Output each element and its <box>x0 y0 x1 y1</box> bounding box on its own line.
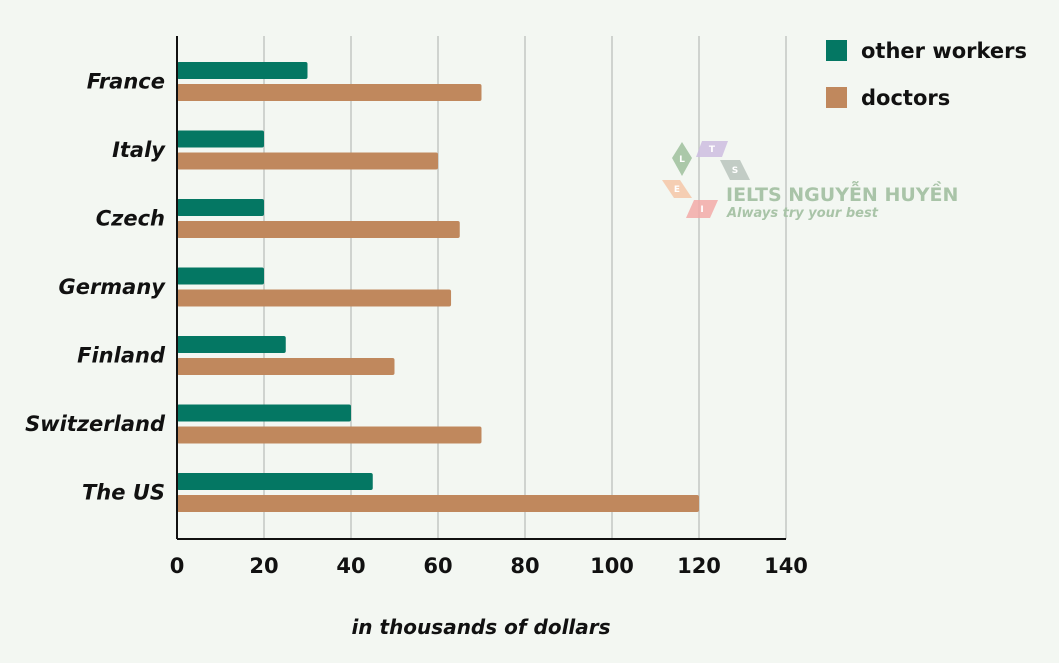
x-tick-label: 140 <box>764 554 808 578</box>
x-tick-label: 120 <box>677 554 721 578</box>
bar-doctors-1 <box>177 152 438 170</box>
category-label: Italy <box>112 138 166 162</box>
x-tick-label: 40 <box>336 554 365 578</box>
axes <box>176 36 786 540</box>
bar-doctors-0 <box>177 84 482 101</box>
bar-doctors-4 <box>177 358 395 375</box>
legend-swatch-1 <box>826 87 847 108</box>
logo-mark: L T S E I <box>662 141 750 218</box>
x-tick-label: 80 <box>510 554 539 578</box>
x-tick-label: 0 <box>170 554 185 578</box>
legend-swatch-0 <box>826 40 847 61</box>
logo-letter-i: I <box>700 205 703 215</box>
x-axis-title: in thousands of dollars <box>351 615 610 639</box>
bar-doctors-6 <box>177 495 699 512</box>
bar-other-workers-0 <box>177 62 308 79</box>
category-labels: France Italy Czech Germany Finland Switzerlan… <box>25 70 166 505</box>
x-tick-label: 60 <box>423 554 452 578</box>
bar-other-workers-4 <box>177 336 286 353</box>
x-tick-labels: 0 20 40 60 80 100 120 140 <box>170 554 808 578</box>
logo-letter-t: T <box>709 145 716 155</box>
category-label: The US <box>82 481 165 505</box>
x-tick-label: 100 <box>590 554 634 578</box>
legend-label-1: doctors <box>861 86 950 110</box>
bar-other-workers-1 <box>177 130 264 148</box>
logo-letter-e: E <box>674 185 680 195</box>
bar-doctors-3 <box>177 289 452 307</box>
legend-label-0: other workers <box>861 39 1027 63</box>
x-tick-label: 20 <box>249 554 278 578</box>
bar-doctors-2 <box>177 221 460 238</box>
bar-other-workers-6 <box>177 473 373 490</box>
watermark-logo: L T S E I IELTS NGUYỄN HUYỀN Always try … <box>662 141 958 221</box>
category-label: Czech <box>96 207 165 231</box>
legend: other workers doctors <box>826 39 1027 110</box>
logo-letter-s: S <box>732 166 738 176</box>
bar-other-workers-2 <box>177 199 264 216</box>
watermark-title: IELTS NGUYỄN HUYỀN <box>726 179 958 206</box>
logo-letter-l: L <box>679 155 685 165</box>
category-label: Germany <box>58 275 166 299</box>
bar-doctors-5 <box>177 426 482 444</box>
watermark-subtitle: Always try your best <box>726 206 879 221</box>
bar-other-workers-5 <box>177 404 351 422</box>
bars <box>177 62 699 512</box>
category-label: France <box>87 70 165 94</box>
grid-lines <box>263 36 787 539</box>
category-label: Finland <box>77 344 166 368</box>
bar-other-workers-3 <box>177 267 264 285</box>
category-label: Switzerland <box>25 412 166 436</box>
